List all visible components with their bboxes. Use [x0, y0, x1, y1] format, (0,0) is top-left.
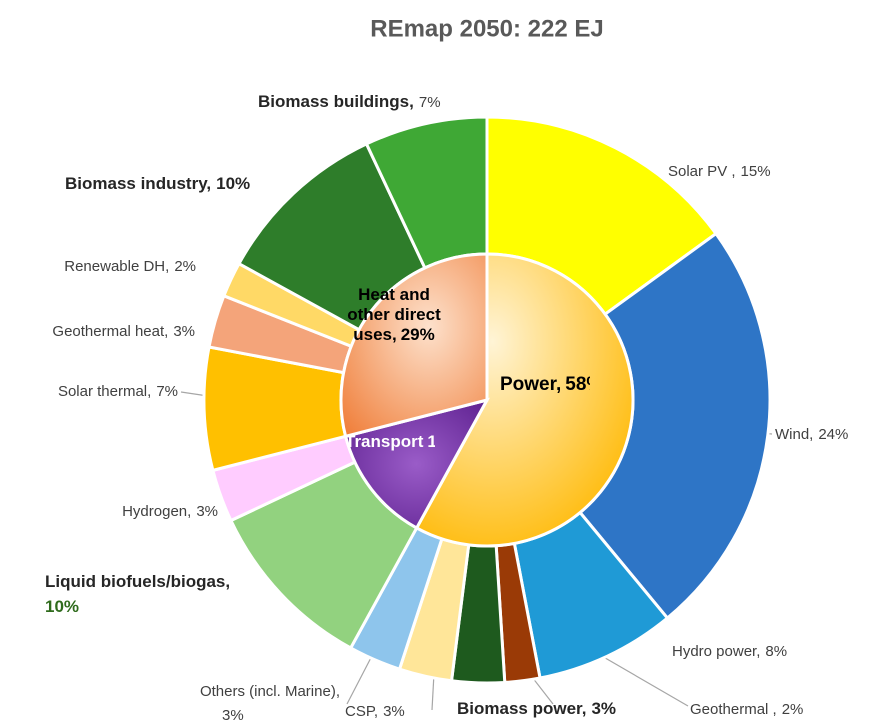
- value-label: 24%: [818, 426, 848, 443]
- value-label: 7%: [419, 94, 441, 111]
- outer-label: Solar PV , 15%: [668, 163, 771, 180]
- value-label: 2%: [782, 701, 804, 718]
- outer-label: Solar thermal, 7%: [58, 383, 178, 400]
- inner-segment: [343, 397, 490, 530]
- outer-label: Wind, 24%: [775, 426, 848, 443]
- category-label: Biomass power,: [457, 699, 586, 718]
- outer-value-label: 10%: [45, 597, 79, 616]
- chart-title: REmap 2050: 222 EJ: [370, 15, 603, 42]
- value-label: 7%: [156, 383, 178, 400]
- value-label: 15%: [741, 163, 771, 180]
- value-label: 10%: [216, 174, 250, 193]
- outer-label: Hydro power, 8%: [672, 643, 787, 660]
- outer-label: CSP, 3%: [345, 703, 405, 720]
- category-label: Geothermal ,: [690, 701, 777, 718]
- value-label: 58%: [565, 375, 590, 395]
- category-label: Hydro power,: [672, 643, 760, 660]
- inner-segment: [414, 252, 635, 548]
- value-label: 3%: [383, 703, 405, 720]
- inner-label: Power,58%: [500, 375, 590, 395]
- inner-label: Heat and other direct uses, 29%: [338, 285, 450, 345]
- outer-label: Renewable DH, 2%: [64, 258, 196, 275]
- outer-value-label: 3%: [222, 707, 244, 724]
- inner-label-text: Heat and other direct uses, 29%: [338, 285, 450, 345]
- inner-label-text: Power,58%: [500, 375, 590, 395]
- outer-label: Biomass industry, 10%: [65, 174, 250, 193]
- outer-label: Liquid biofuels/biogas,: [45, 572, 230, 591]
- outer-label: Geothermal , 2%: [690, 701, 803, 718]
- category-label: Wind,: [775, 426, 813, 443]
- outer-label: Biomass buildings, 7%: [258, 92, 441, 111]
- category-label: Transport: [345, 432, 424, 451]
- category-label: Biomass industry,: [65, 174, 211, 193]
- value-label: 3%: [222, 707, 244, 724]
- category-label: Renewable DH,: [64, 258, 169, 275]
- value-label: 8%: [765, 643, 787, 660]
- inner-segment: [339, 252, 489, 439]
- value-label: 29%: [400, 325, 435, 344]
- value-label: 2%: [174, 258, 196, 275]
- outer-label: Geothermal heat, 3%: [52, 323, 195, 340]
- category-label: Solar PV ,: [668, 163, 736, 180]
- value-label: 10%: [45, 597, 79, 616]
- outer-label: Others (incl. Marine),: [200, 683, 340, 700]
- category-label: Solar thermal,: [58, 383, 151, 400]
- value-label: 13%: [427, 432, 435, 451]
- outer-label: Hydrogen, 3%: [122, 503, 218, 520]
- outer-label: Biomass power, 3%: [457, 699, 616, 718]
- inner-label-text: Transport13%: [345, 432, 435, 452]
- inner-label: Transport13%: [345, 432, 435, 452]
- category-label: Geothermal heat,: [52, 323, 168, 340]
- category-label: Liquid biofuels/biogas,: [45, 572, 230, 591]
- value-label: 3%: [591, 699, 616, 718]
- category-label: Power,: [500, 375, 562, 395]
- category-label: Heat and other direct uses,: [347, 285, 441, 344]
- value-label: 3%: [196, 503, 218, 520]
- value-label: 3%: [173, 323, 195, 340]
- category-label: Others (incl. Marine),: [200, 683, 340, 700]
- category-label: Biomass buildings,: [258, 92, 414, 111]
- category-label: Hydrogen,: [122, 503, 191, 520]
- category-label: CSP,: [345, 703, 378, 720]
